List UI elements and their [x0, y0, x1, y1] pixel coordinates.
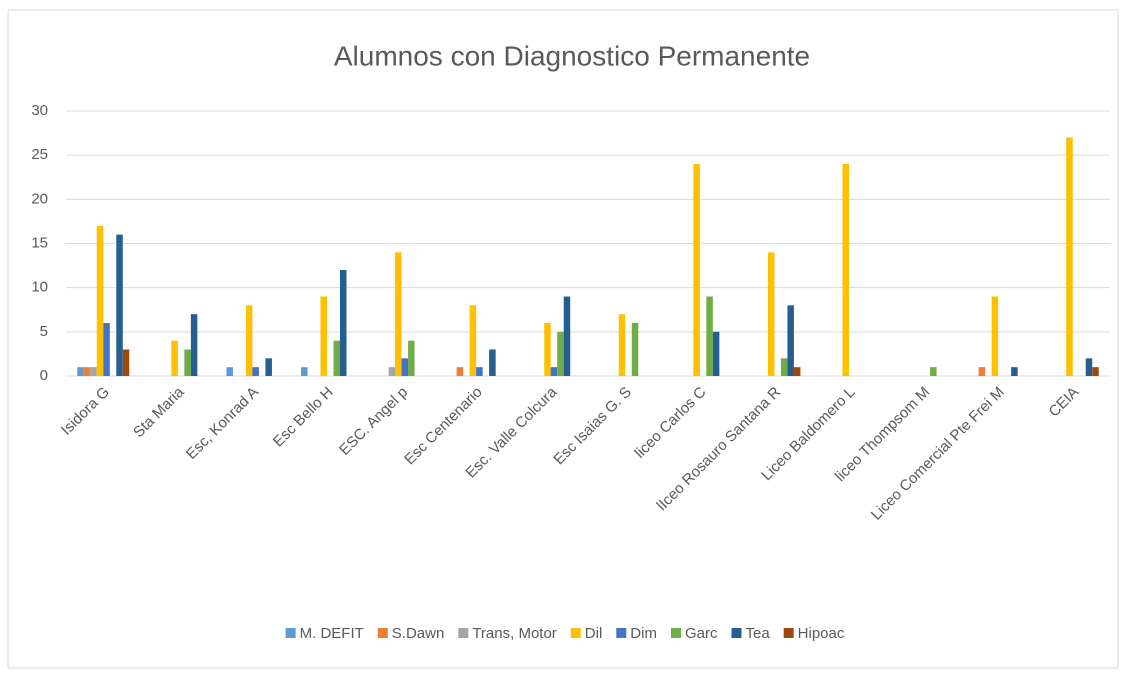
legend-label: S.Dawn — [392, 625, 445, 642]
bar — [226, 367, 233, 376]
bar — [77, 367, 84, 376]
bar — [456, 367, 464, 376]
bar — [476, 367, 483, 376]
legend-swatch — [377, 628, 388, 638]
bar — [401, 358, 409, 376]
legend-swatch — [670, 628, 681, 638]
legend-label: Dim — [630, 625, 657, 642]
bar — [978, 367, 986, 376]
bar — [333, 340, 340, 376]
bar — [489, 349, 496, 376]
bar — [122, 349, 130, 376]
bar — [171, 340, 178, 376]
bar — [395, 252, 402, 376]
bar — [184, 349, 191, 376]
bar — [693, 164, 700, 376]
bar — [544, 323, 551, 376]
y-tick-label: 0 — [40, 367, 48, 384]
bar — [930, 367, 937, 376]
legend-swatch — [783, 628, 794, 638]
legend-label: Hipoac — [798, 625, 845, 642]
bar — [252, 367, 259, 376]
bar — [190, 314, 198, 376]
legend-label: M. DEFIT — [300, 625, 364, 642]
y-tick-label: 25 — [31, 146, 48, 163]
bar — [340, 270, 347, 376]
legend-swatch — [285, 628, 296, 638]
bar — [83, 367, 91, 376]
bar — [706, 296, 713, 376]
bar — [712, 331, 720, 376]
legend-label: Garc — [685, 625, 718, 642]
bar — [265, 358, 272, 376]
bar — [787, 305, 794, 376]
chart-title: Alumnos con Diagnostico Permanente — [334, 40, 810, 71]
bar — [793, 367, 801, 376]
bar — [245, 305, 253, 376]
y-tick-label: 15 — [31, 234, 48, 251]
legend-swatch — [616, 628, 627, 638]
bar — [388, 367, 396, 376]
y-tick-label: 30 — [31, 102, 48, 119]
bar — [301, 367, 308, 376]
bar — [767, 252, 775, 376]
legend-swatch — [731, 628, 742, 638]
bar — [557, 331, 564, 376]
y-tick-label: 10 — [31, 279, 48, 296]
bar — [103, 323, 110, 376]
bar — [320, 296, 327, 376]
legend-swatch — [458, 628, 469, 638]
bar — [408, 340, 415, 376]
y-tick-label: 20 — [31, 190, 48, 207]
bar — [618, 314, 626, 376]
bar — [842, 164, 849, 376]
bar — [1085, 358, 1093, 376]
bar — [90, 367, 97, 376]
legend-swatch — [570, 628, 581, 638]
bar — [116, 234, 123, 376]
bar — [550, 367, 558, 376]
bar — [1011, 367, 1018, 376]
bar — [991, 296, 999, 376]
bar — [563, 296, 571, 376]
legend-label: Dil — [585, 625, 603, 642]
bar — [1092, 367, 1099, 376]
bar — [96, 225, 104, 376]
y-tick-label: 5 — [40, 323, 48, 340]
legend-label: Trans, Motor — [472, 625, 556, 642]
bar — [631, 323, 639, 376]
legend-label: Tea — [745, 625, 770, 642]
bar — [780, 358, 788, 376]
bar — [469, 305, 477, 376]
bar — [1066, 137, 1073, 376]
